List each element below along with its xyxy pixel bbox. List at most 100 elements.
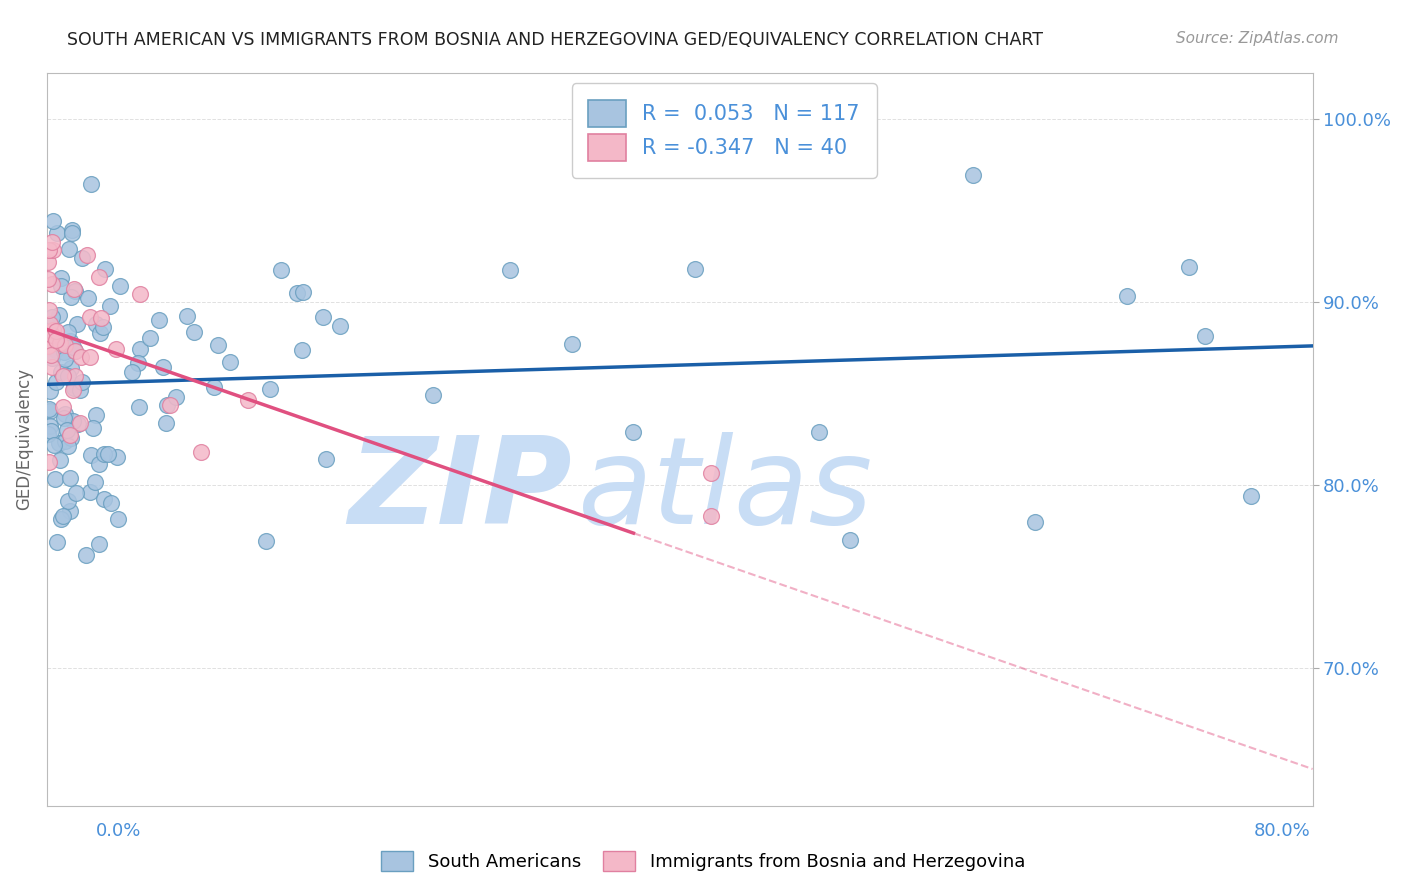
Point xyxy=(315,451,337,466)
Point xyxy=(98,299,121,313)
Y-axis label: GED/Equivalency: GED/Equivalency xyxy=(15,368,32,510)
Point xyxy=(86,317,108,331)
Point xyxy=(49,453,72,467)
Point xyxy=(1240,489,1263,503)
Point xyxy=(79,310,101,324)
Point xyxy=(45,375,67,389)
Point xyxy=(62,377,84,392)
Point xyxy=(39,424,62,438)
Point xyxy=(51,334,73,349)
Point xyxy=(121,365,143,379)
Point xyxy=(97,447,120,461)
Point xyxy=(329,319,352,334)
Point xyxy=(69,416,91,430)
Point xyxy=(66,417,89,431)
Point xyxy=(56,326,79,340)
Point xyxy=(62,340,84,354)
Point xyxy=(683,262,706,277)
Point xyxy=(39,317,62,331)
Point xyxy=(41,351,63,365)
Point xyxy=(176,309,198,323)
Point xyxy=(66,317,89,331)
Text: Source: ZipAtlas.com: Source: ZipAtlas.com xyxy=(1175,31,1339,46)
Point xyxy=(63,343,86,358)
Point xyxy=(89,326,111,340)
Point xyxy=(53,351,76,366)
Point xyxy=(128,286,150,301)
Point xyxy=(699,467,721,481)
Point xyxy=(75,548,97,562)
Point xyxy=(53,411,76,425)
Point xyxy=(39,348,62,362)
Point xyxy=(89,458,111,472)
Point xyxy=(38,384,60,398)
Point xyxy=(159,398,181,412)
Point xyxy=(42,243,65,257)
Point xyxy=(127,356,149,370)
Point xyxy=(55,407,77,421)
Text: 80.0%: 80.0% xyxy=(1254,822,1310,840)
Point xyxy=(287,285,309,300)
Point xyxy=(70,350,93,364)
Legend: South Americans, Immigrants from Bosnia and Herzegovina: South Americans, Immigrants from Bosnia … xyxy=(374,844,1032,879)
Point xyxy=(41,277,63,291)
Point xyxy=(52,345,75,359)
Point xyxy=(41,310,63,325)
Point xyxy=(52,369,75,384)
Point xyxy=(82,421,104,435)
Point xyxy=(79,484,101,499)
Point xyxy=(38,455,60,469)
Point xyxy=(1178,260,1201,274)
Text: 0.0%: 0.0% xyxy=(96,822,141,840)
Point xyxy=(84,408,107,422)
Point xyxy=(1024,516,1046,530)
Point xyxy=(49,512,72,526)
Point xyxy=(422,388,444,402)
Point xyxy=(58,242,80,256)
Point xyxy=(49,271,72,285)
Point xyxy=(259,382,281,396)
Point xyxy=(37,427,59,442)
Point xyxy=(59,334,82,348)
Point xyxy=(155,416,177,430)
Point xyxy=(62,381,84,395)
Point xyxy=(37,271,59,285)
Point xyxy=(59,290,82,304)
Point xyxy=(46,226,69,240)
Text: atlas: atlas xyxy=(578,432,875,549)
Point xyxy=(39,403,62,417)
Point xyxy=(56,423,79,437)
Point xyxy=(152,359,174,374)
Point xyxy=(190,445,212,459)
Point xyxy=(59,431,82,445)
Point xyxy=(962,168,984,182)
Point xyxy=(52,508,75,523)
Point xyxy=(87,269,110,284)
Point xyxy=(108,279,131,293)
Point xyxy=(38,402,60,417)
Point xyxy=(219,355,242,369)
Point xyxy=(42,438,65,452)
Point xyxy=(699,509,721,524)
Point xyxy=(499,263,522,277)
Point xyxy=(37,339,59,353)
Point xyxy=(41,360,63,375)
Point xyxy=(45,333,67,347)
Point xyxy=(41,213,63,227)
Point xyxy=(76,247,98,261)
Point xyxy=(52,401,75,415)
Point xyxy=(58,494,80,508)
Point xyxy=(561,337,583,351)
Point xyxy=(48,335,70,350)
Point xyxy=(38,244,60,258)
Point xyxy=(56,368,79,383)
Point xyxy=(270,263,292,277)
Point xyxy=(1194,329,1216,343)
Point xyxy=(65,343,87,358)
Point xyxy=(69,383,91,397)
Point xyxy=(51,366,73,380)
Point xyxy=(41,327,63,342)
Point xyxy=(63,282,86,296)
Point xyxy=(107,512,129,526)
Point xyxy=(183,325,205,339)
